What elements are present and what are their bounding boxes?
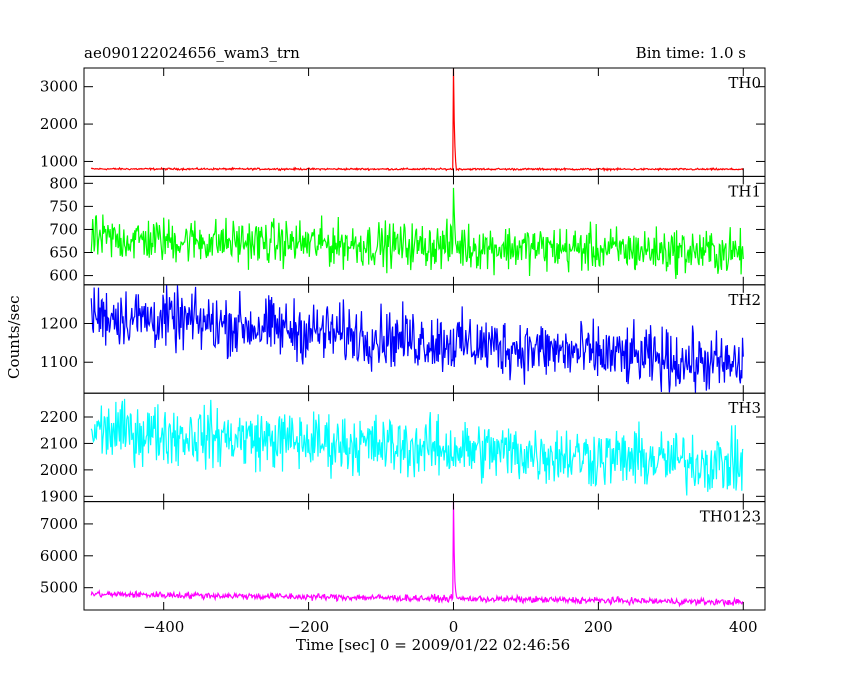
y-tick-label: 1900 [40,487,78,505]
x-tick-label: 0 [449,618,459,636]
y-tick-label: 6000 [40,547,78,565]
panel-frame-th0123 [83,501,766,611]
panel-label-th1: TH1 [728,182,761,200]
y-tick-label: 1000 [40,152,78,170]
y-tick-label: 650 [49,244,78,262]
y-tick-label: 1100 [40,353,78,371]
chart-title: ae090122024656_wam3_trn [84,44,300,62]
panel-label-th0: TH0 [728,74,761,92]
y-tick-label: 7000 [40,515,78,533]
y-tick-label: 750 [49,197,78,215]
panel-label-th2: TH2 [728,291,761,309]
series-th2 [90,284,744,393]
series-th3 [90,398,744,496]
bin-time-label: Bin time: 1.0 s [635,44,746,62]
y-tick-label: 600 [49,267,78,285]
series-th0123 [90,501,744,608]
panel-frame-th0 [83,67,766,177]
x-tick-label: −200 [288,618,329,636]
series-th0 [90,67,744,172]
y-tick-label: 5000 [40,579,78,597]
x-axis-label: Time [sec] 0 = 2009/01/22 02:46:56 [295,636,571,654]
y-tick-label: 2000 [40,115,78,133]
y-tick-label: 800 [49,174,78,192]
y-axis-label: Counts/sec [5,295,23,379]
y-tick-label: 3000 [40,78,78,96]
y-tick-label: 1200 [40,315,78,333]
panel-label-th3: TH3 [728,399,761,417]
panel-label-th0123: TH0123 [700,508,761,526]
x-tick-label: −400 [143,618,184,636]
x-tick-label: 400 [729,618,758,636]
y-tick-label: 2000 [40,461,78,479]
y-tick-label: 700 [49,220,78,238]
y-tick-label: 2200 [40,408,78,426]
y-tick-label: 2100 [40,434,78,452]
x-tick-label: 200 [584,618,613,636]
series-th1 [90,187,744,280]
